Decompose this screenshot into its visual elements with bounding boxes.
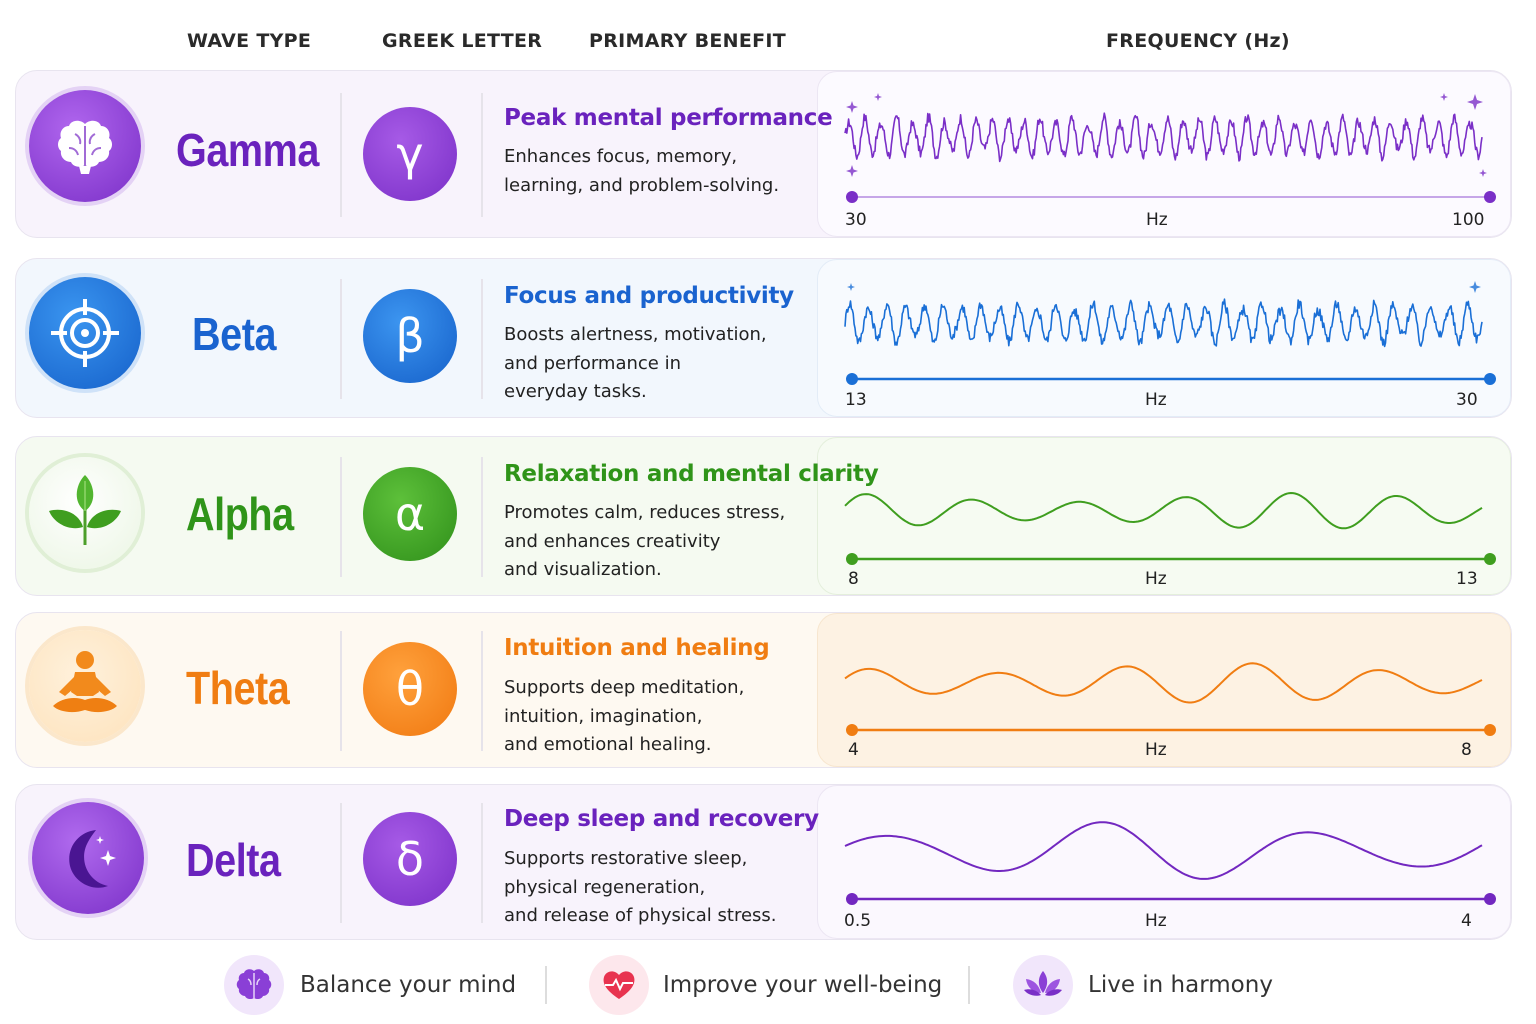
range-end-dot — [1484, 553, 1496, 565]
greek-letter-badge: δ — [363, 812, 457, 906]
divider — [481, 279, 483, 399]
frequency-min: 13 — [845, 390, 867, 410]
header-greek-letter: GREEK LETTER — [382, 30, 543, 52]
benefit-title: Focus and productivity — [504, 283, 794, 309]
frequency-max: 8 — [1461, 740, 1472, 760]
range-end-dot — [1484, 191, 1496, 203]
wave-row-theta: Theta θ Intuition and healing Supports d… — [15, 612, 1512, 768]
frequency-min: 0.5 — [844, 911, 872, 931]
footer-balance-mind: Balance your mind — [300, 972, 517, 998]
sparkle-icon — [846, 165, 858, 177]
divider — [481, 631, 483, 751]
wave-name: Gamma — [176, 124, 319, 176]
range-start-dot — [846, 191, 858, 203]
range-start-dot — [846, 893, 858, 905]
wave-line — [844, 662, 1483, 704]
frequency-unit: Hz — [1145, 569, 1167, 589]
wave-name: Theta — [186, 662, 290, 714]
footer-live-harmony: Live in harmony — [1088, 972, 1273, 998]
wave-row-gamma: Gamma γ Peak mental performance Enhances… — [15, 70, 1512, 238]
divider — [481, 93, 483, 217]
sparkle-icon — [1467, 94, 1483, 110]
meditation-icon — [29, 630, 141, 742]
divider — [340, 279, 342, 399]
header-wave-type: WAVE TYPE — [187, 30, 312, 52]
footer-divider — [968, 966, 970, 1004]
frequency-max: 100 — [1452, 210, 1485, 230]
frequency-max: 4 — [1461, 911, 1472, 931]
sparkle-icon — [1469, 281, 1481, 293]
divider — [340, 631, 342, 751]
beta-waveform — [844, 281, 1496, 385]
footer-improve-wellbeing: Improve your well-being — [663, 972, 943, 998]
benefit-description: Enhances focus, memory, learning, and pr… — [504, 146, 780, 196]
benefit-title: Peak mental performance — [504, 105, 833, 131]
wave-line — [844, 298, 1483, 348]
benefit-title: Intuition and healing — [504, 635, 770, 661]
benefit-description: Supports restorative sleep, physical reg… — [504, 848, 777, 926]
header-primary-benefit: PRIMARY BENEFIT — [589, 30, 787, 52]
benefit-title: Deep sleep and recovery — [504, 806, 819, 832]
header-frequency: FREQUENCY (Hz) — [1106, 30, 1290, 52]
frequency-min: 30 — [845, 210, 867, 230]
footer-divider — [545, 966, 547, 1004]
greek-letter-badge: θ — [363, 642, 457, 736]
sparkle-icon — [874, 93, 882, 101]
frequency-panel — [817, 71, 1511, 237]
range-start-dot — [846, 373, 858, 385]
heartbeat-icon — [589, 955, 649, 1015]
greek-letter-badge: α — [363, 467, 457, 561]
divider — [340, 457, 342, 577]
range-end-dot — [1484, 724, 1496, 736]
lotus-icon — [1013, 955, 1073, 1015]
wave-row-beta: Beta β Focus and productivity Boosts ale… — [15, 258, 1512, 418]
delta-waveform — [844, 821, 1496, 905]
theta-waveform — [844, 662, 1496, 736]
wave-line — [844, 821, 1483, 880]
frequency-unit: Hz — [1145, 740, 1167, 760]
benefit-description: Boosts alertness, motivation, and perfor… — [504, 324, 767, 402]
frequency-unit: Hz — [1146, 210, 1168, 230]
target-icon — [29, 277, 141, 389]
divider — [340, 803, 342, 923]
wave-line — [844, 492, 1483, 530]
wave-name: Alpha — [186, 488, 294, 540]
divider — [481, 457, 483, 577]
sparkle-icon — [847, 283, 855, 291]
wave-row-alpha: Alpha α Relaxation and mental clarity Pr… — [15, 436, 1512, 596]
greek-letter-badge: γ — [363, 107, 457, 201]
range-start-dot — [846, 724, 858, 736]
sparkle-icon — [1440, 93, 1448, 101]
gamma-waveform — [844, 93, 1496, 203]
frequency-unit: Hz — [1145, 390, 1167, 410]
alpha-waveform — [844, 492, 1496, 565]
brain-icon — [29, 90, 141, 202]
wave-name: Beta — [192, 308, 277, 360]
benefit-title: Relaxation and mental clarity — [504, 461, 879, 487]
range-start-dot — [846, 553, 858, 565]
range-end-dot — [1484, 373, 1496, 385]
wave-name: Delta — [186, 834, 281, 886]
frequency-min: 8 — [848, 569, 859, 589]
frequency-panel — [817, 437, 1511, 595]
frequency-max: 13 — [1456, 569, 1478, 589]
greek-letter-badge: β — [363, 289, 457, 383]
benefit-description: Supports deep meditation, intuition, ima… — [504, 677, 745, 755]
benefit-description: Promotes calm, reduces stress, and enhan… — [504, 502, 786, 580]
wave-row-delta: Delta δ Deep sleep and recovery Supports… — [15, 784, 1512, 940]
divider — [481, 803, 483, 923]
frequency-max: 30 — [1456, 390, 1478, 410]
wave-line — [844, 112, 1483, 163]
sparkle-icon — [846, 101, 858, 113]
divider — [340, 93, 342, 217]
leaf-icon — [29, 457, 141, 569]
brain-icon — [224, 955, 284, 1015]
range-end-dot — [1484, 893, 1496, 905]
moon-icon — [32, 802, 144, 914]
frequency-min: 4 — [848, 740, 859, 760]
sparkle-icon — [1479, 169, 1487, 177]
frequency-unit: Hz — [1145, 911, 1167, 931]
